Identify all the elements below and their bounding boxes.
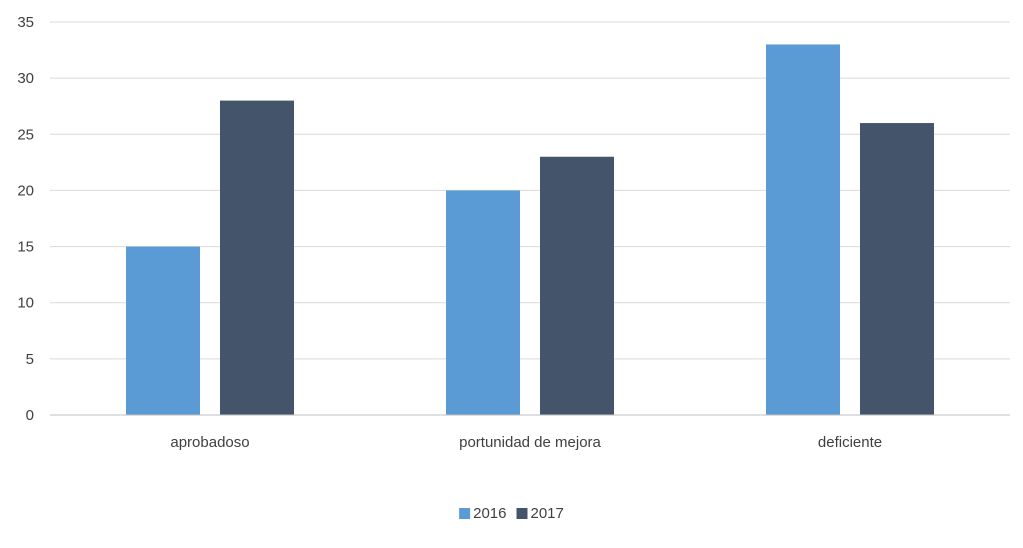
bar-2017-0: [220, 100, 294, 415]
legend-item-2017: 2017: [516, 505, 564, 522]
y-tick-label: 5: [26, 351, 34, 368]
bar-2016-2: [766, 44, 840, 415]
y-tick-label: 20: [17, 182, 34, 199]
legend: 2016 2017: [459, 505, 564, 522]
bar-2017-1: [540, 156, 614, 415]
y-tick-label: 15: [17, 239, 34, 256]
legend-swatch: [459, 508, 471, 519]
legend-label: 2017: [531, 505, 564, 522]
bars: [126, 44, 934, 416]
x-category-label: deficiente: [818, 434, 882, 451]
bar-2016-0: [126, 246, 200, 415]
bar-2016-1: [446, 190, 520, 415]
y-tick-label: 35: [17, 14, 34, 31]
y-tick-label: 25: [17, 126, 34, 143]
x-axis-labels: aprobadoso portunidad de mejora deficiente: [170, 434, 882, 451]
legend-item-2016: 2016: [459, 505, 507, 522]
bar-2017-2: [860, 123, 934, 416]
gridlines: [50, 21, 1010, 360]
legend-items: 2016 2017: [459, 505, 564, 522]
y-tick-label: 10: [17, 295, 34, 312]
x-category-label: portunidad de mejora: [459, 434, 601, 451]
y-tick-label: 0: [26, 407, 34, 424]
legend-label: 2016: [473, 505, 506, 522]
x-category-label: aprobadoso: [170, 434, 249, 451]
y-tick-label: 30: [17, 70, 34, 87]
y-axis-ticks: 0 5 10 15 20 25 30 35: [17, 14, 34, 424]
legend-swatch: [516, 508, 528, 519]
